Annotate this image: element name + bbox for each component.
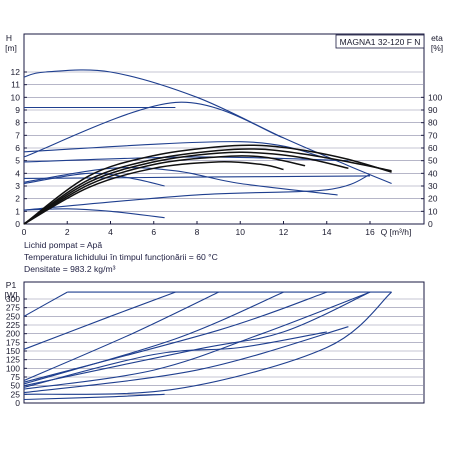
chart-title: MAGNA1 32-120 F N bbox=[340, 37, 421, 47]
power-curve-p-i bbox=[23, 326, 349, 394]
power-ytick-label: 225 bbox=[6, 320, 20, 330]
head-xtick-label: 16 bbox=[365, 227, 375, 237]
head-xtick-label: 12 bbox=[279, 227, 289, 237]
head-eta-tick-label: 80 bbox=[428, 118, 438, 128]
power-ytick-label: 100 bbox=[6, 363, 20, 373]
head-ytick-label: 1 bbox=[15, 206, 20, 216]
head-ytick-label: 3 bbox=[15, 181, 20, 191]
head-xtick-label: 8 bbox=[195, 227, 200, 237]
power-curve-p-d bbox=[23, 291, 284, 385]
head-eta-tick-label: 70 bbox=[428, 130, 438, 140]
density-label: Densitate = 983.2 kg/m³ bbox=[24, 264, 116, 274]
power-ytick-label: 300 bbox=[6, 294, 20, 304]
head-xtick-label: 14 bbox=[322, 227, 332, 237]
title-box bbox=[335, 34, 425, 49]
head-eta-tick-label: 30 bbox=[428, 181, 438, 191]
head-eta-tick-label: 60 bbox=[428, 143, 438, 153]
power-ytick-label: 75 bbox=[11, 372, 21, 382]
head-ytick-label: 2 bbox=[15, 194, 20, 204]
head-ytick-label: 10 bbox=[11, 92, 21, 102]
power-curve-p-c bbox=[23, 291, 219, 382]
head-eta-tick-label: 50 bbox=[428, 156, 438, 166]
power-curve-p-min bbox=[23, 393, 165, 401]
temperature-label: Temperatura lichidului în timpul funcțio… bbox=[24, 252, 218, 262]
power-ytick-label: 275 bbox=[6, 303, 20, 313]
head-curve-eta-1 bbox=[23, 144, 392, 225]
power-curve-p-g bbox=[23, 331, 327, 388]
head-curve-eta-3 bbox=[23, 151, 349, 225]
power-ytick-label: 175 bbox=[6, 337, 20, 347]
head-eta-tick-label: 20 bbox=[428, 194, 438, 204]
power-curve-p-f bbox=[23, 291, 371, 387]
head-xlabel: Q [m³/h] bbox=[381, 227, 412, 237]
head-eta-tick-label: 40 bbox=[428, 168, 438, 178]
head-yunit: [m] bbox=[5, 43, 17, 53]
power-ytick-label: 200 bbox=[6, 329, 20, 339]
power-curve-p-a bbox=[23, 291, 68, 317]
head-eta-tick-label: 100 bbox=[428, 92, 442, 102]
power-ytick-label: 50 bbox=[11, 381, 21, 391]
fluid-label: Lichid pompat = Apă bbox=[24, 240, 102, 250]
power-curve-p-h bbox=[23, 291, 371, 390]
head-curve-constant-6.5 bbox=[23, 141, 327, 159]
head-xtick-label: 2 bbox=[65, 227, 70, 237]
head-eta-tick-label: 0 bbox=[428, 219, 433, 229]
power-ytick-label: 0 bbox=[15, 398, 20, 408]
head-ytick-label: 4 bbox=[15, 168, 20, 178]
head-curve-prop-low bbox=[23, 174, 371, 211]
power-ytick-label: 250 bbox=[6, 311, 20, 321]
head-eta-tick-label: 10 bbox=[428, 206, 438, 216]
head-ytick-label: 6 bbox=[15, 143, 20, 153]
head-curve-constant-3.5 bbox=[23, 175, 371, 179]
power-curve-p-j bbox=[23, 291, 392, 395]
head-curve-eta-2 bbox=[23, 148, 392, 225]
power-ytick-label: 25 bbox=[11, 389, 21, 399]
head-ytick-label: 9 bbox=[15, 105, 20, 115]
head-curve-proportional-line-upper bbox=[23, 101, 284, 158]
head-ytick-label: 12 bbox=[11, 67, 21, 77]
head-xtick-label: 6 bbox=[151, 227, 156, 237]
head-ytick-label: 0 bbox=[15, 219, 20, 229]
head-curve-mid-curve-a bbox=[23, 166, 338, 196]
power-yunit: [W] bbox=[5, 290, 18, 300]
head-ylabel: H bbox=[6, 33, 12, 43]
power-curve-p-e bbox=[23, 291, 327, 383]
head-curve-max-curve bbox=[23, 69, 392, 185]
head-xtick-label: 0 bbox=[22, 227, 27, 237]
power-ytick-label: 150 bbox=[6, 346, 20, 356]
power-ytick-label: 125 bbox=[6, 355, 20, 365]
head-xtick-label: 4 bbox=[108, 227, 113, 237]
head-curve-eta-5 bbox=[23, 161, 284, 225]
head-xtick-label: 10 bbox=[236, 227, 246, 237]
head-curve-eta-4 bbox=[23, 155, 306, 225]
power-curve-p-b bbox=[23, 291, 176, 350]
head-eta-label: eta bbox=[431, 33, 443, 43]
head-ytick-label: 8 bbox=[15, 118, 20, 128]
head-frame bbox=[23, 33, 425, 225]
head-eta-tick-label: 90 bbox=[428, 105, 438, 115]
power-ylabel: P1 bbox=[6, 280, 17, 290]
head-ytick-label: 7 bbox=[15, 130, 20, 140]
head-ytick-label: 11 bbox=[11, 80, 20, 90]
head-eta-unit: [%] bbox=[431, 43, 443, 53]
head-ytick-label: 5 bbox=[15, 156, 20, 166]
